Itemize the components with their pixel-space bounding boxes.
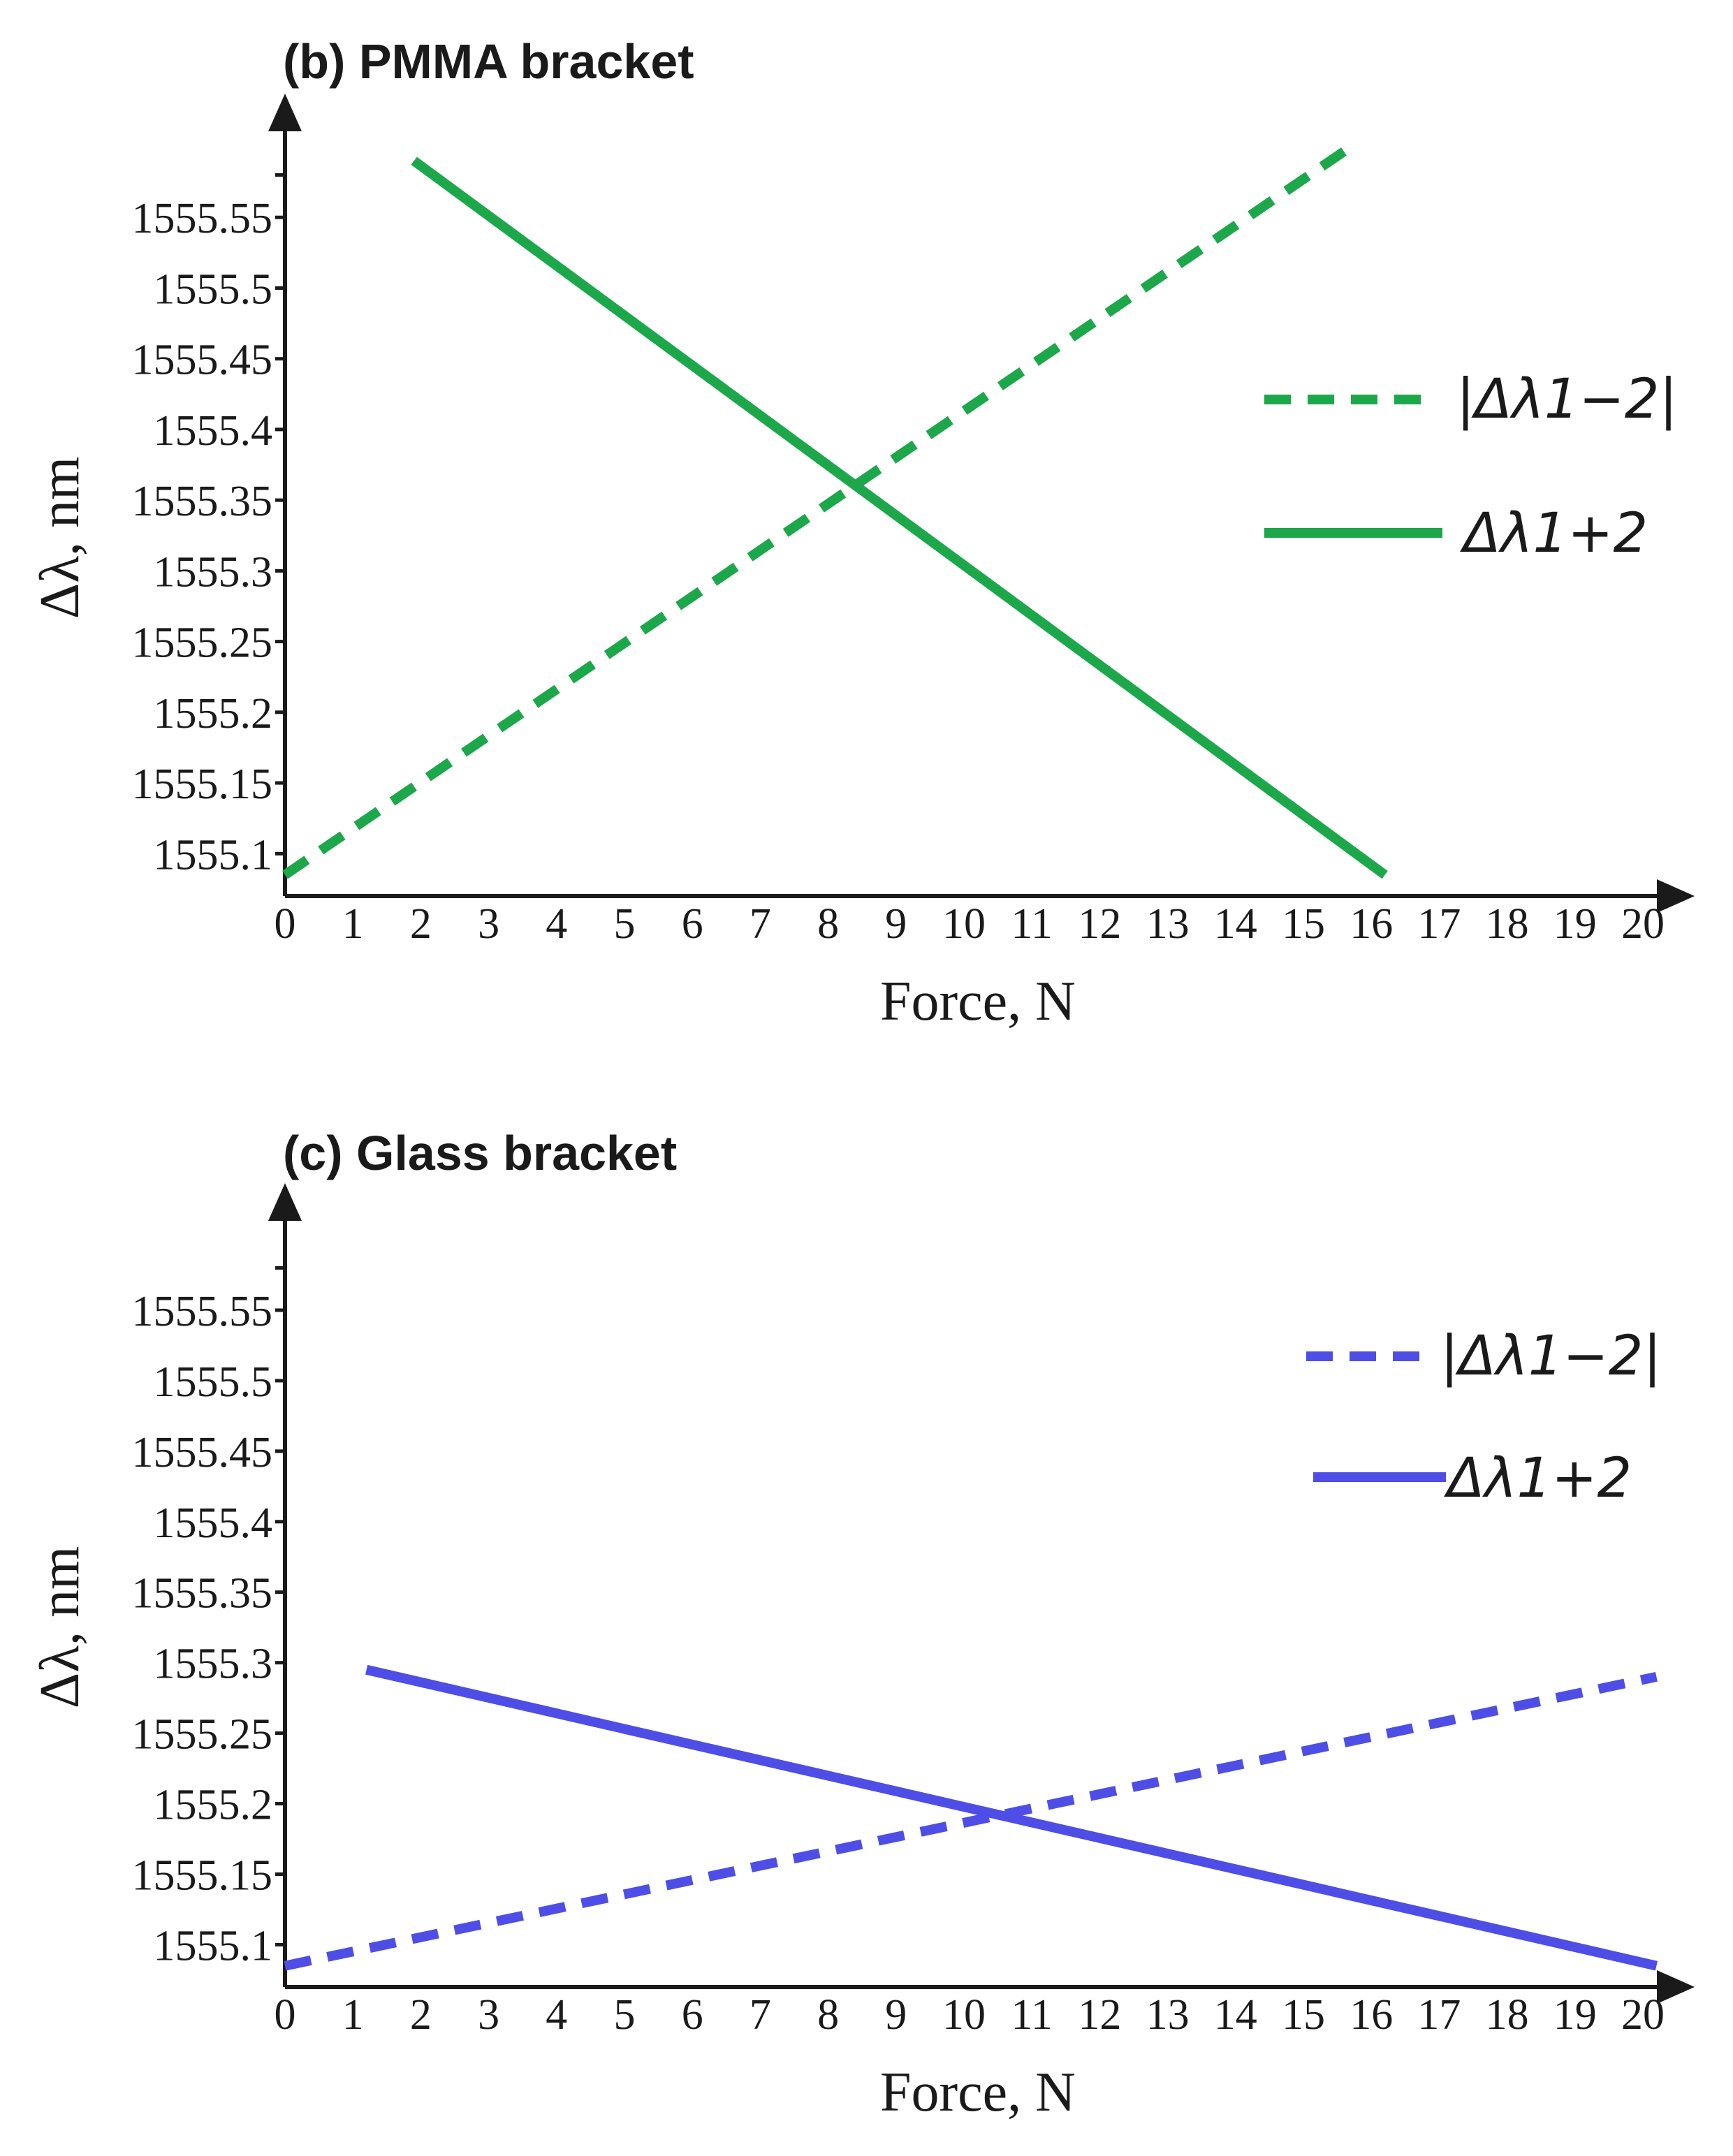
y-tick-label: 1555.35 [132, 1570, 273, 1618]
x-tick-label: 6 [682, 1991, 703, 2039]
x-tick-label: 13 [1146, 900, 1190, 948]
x-tick-label: 6 [682, 900, 703, 948]
y-tick-label: 1555.45 [132, 1429, 273, 1476]
legend-entry-abs-diff: |Δλ1−2| [1456, 368, 1678, 431]
x-tick-label: 15 [1282, 900, 1325, 948]
x-tick-label: 20 [1621, 900, 1665, 948]
x-tick-label: 14 [1214, 900, 1257, 948]
x-tick-label: 16 [1350, 1991, 1393, 2039]
legend-entry-sum: Δλ1+2 [1460, 502, 1648, 565]
x-tick-label: 20 [1621, 1991, 1665, 2039]
y-tick-label: 1555.15 [132, 761, 273, 808]
x-tick-label: 4 [546, 1991, 567, 2039]
y-tick-label: 1555.3 [154, 548, 273, 596]
x-tick-label: 5 [614, 900, 636, 948]
y-tick-label: 1555.25 [132, 619, 273, 667]
x-tick-label: 9 [885, 1991, 907, 2039]
y-tick-label: 1555.1 [154, 1922, 273, 1970]
x-tick-label: 3 [478, 1991, 499, 2039]
series-lines [284, 1664, 1658, 1971]
x-tick-label: 7 [749, 1991, 771, 2039]
x-tick-label: 5 [614, 1991, 636, 2039]
x-tick-label: 13 [1146, 1991, 1190, 2039]
chart-panel-pmma: (b) PMMA bracket 1555.11555.151555.21555… [29, 34, 1695, 1032]
x-tick-label: 16 [1350, 900, 1393, 948]
chart-title: (c) Glass bracket [283, 1126, 677, 1180]
x-ticks: 0 1 2 3 4 5 6 7 8 9 10 11 12 13 14 15 16 17 18 19 20 [275, 900, 1665, 948]
y-tick-label: 1555.2 [154, 690, 273, 738]
y-tick-label: 1555.5 [154, 1358, 273, 1406]
y-tick-label: 1555.55 [132, 195, 273, 242]
x-tick-label: 15 [1282, 1991, 1325, 2039]
y-tick-label: 1555.3 [154, 1641, 273, 1688]
x-tick-label: 12 [1078, 900, 1121, 948]
series-line-sum [411, 156, 1388, 879]
x-tick-label: 3 [478, 900, 499, 948]
x-tick-label: 18 [1486, 900, 1529, 948]
x-tick-label: 8 [817, 1991, 839, 2039]
y-ticks: 1555.1 1555.15 1555.2 1555.25 1555.3 1555.35 1… [132, 173, 285, 879]
y-tick-label: 1555.15 [132, 1851, 273, 1899]
x-tick-label: 0 [275, 900, 296, 948]
legend: |Δλ1−2| Δλ1+2 [1306, 1325, 1662, 1510]
x-tick-label: 8 [817, 900, 839, 948]
series-line-sum [365, 1664, 1658, 1971]
chart-panel-glass: (c) Glass bracket 1555.11555.151555.2155… [29, 1126, 1695, 2123]
legend-entry-abs-diff: |Δλ1−2| [1440, 1325, 1662, 1388]
x-tick-label: 9 [885, 900, 907, 948]
legend-entry-sum: Δλ1+2 [1444, 1447, 1632, 1510]
series-line-abs-diff [284, 1671, 1658, 1971]
y-tick-label: 1555.1 [154, 831, 273, 879]
y-tick-label: 1555.35 [132, 478, 273, 525]
x-tick-label: 11 [1011, 900, 1053, 948]
chart-title: (b) PMMA bracket [283, 34, 694, 89]
y-ticks: 1555.1 1555.15 1555.2 1555.25 1555.3 1555.35 1… [132, 1266, 285, 1970]
y-tick-label: 1555.45 [132, 337, 273, 384]
x-tick-label: 11 [1011, 1991, 1053, 2039]
x-tick-label: 17 [1417, 1991, 1461, 2039]
y-tick-label: 1555.5 [154, 265, 273, 313]
x-tick-label: 14 [1214, 1991, 1257, 2039]
x-axis-label: Force, N [880, 2062, 1076, 2123]
y-tick-label: 1555.4 [154, 407, 273, 455]
legend: |Δλ1−2| Δλ1+2 [1264, 368, 1678, 565]
y-tick-label: 1555.4 [154, 1499, 273, 1547]
x-tick-label: 4 [546, 900, 567, 948]
x-tick-label: 19 [1553, 900, 1597, 948]
y-tick-label: 1555.55 [132, 1288, 273, 1335]
x-tick-label: 19 [1553, 1991, 1597, 2039]
x-tick-label: 12 [1078, 1991, 1121, 2039]
x-tick-label: 2 [410, 900, 432, 948]
x-tick-label: 7 [749, 900, 771, 948]
x-tick-label: 10 [942, 1991, 986, 2039]
y-axis-label: Δλ, nm [29, 1546, 91, 1708]
series-line-abs-diff [282, 142, 1354, 879]
x-ticks: 0 1 2 3 4 5 6 7 8 9 10 11 12 13 14 15 16 17 18 19 20 [275, 1991, 1665, 2039]
x-axis-label: Force, N [880, 971, 1076, 1032]
x-tick-label: 10 [942, 900, 986, 948]
x-tick-label: 17 [1417, 900, 1461, 948]
x-tick-label: 18 [1486, 1991, 1529, 2039]
x-tick-label: 2 [410, 1991, 432, 2039]
y-tick-label: 1555.2 [154, 1782, 273, 1829]
x-tick-label: 0 [275, 1991, 296, 2039]
x-tick-label: 1 [342, 1991, 364, 2039]
x-tick-label: 1 [342, 900, 364, 948]
y-tick-label: 1555.25 [132, 1711, 273, 1759]
series-lines [282, 142, 1388, 879]
y-axis-label: Δλ, nm [29, 457, 91, 619]
